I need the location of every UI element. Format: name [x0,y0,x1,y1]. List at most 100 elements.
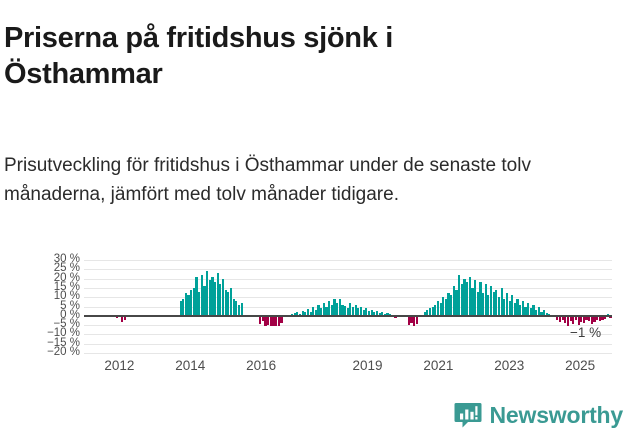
bar [452,286,455,316]
bar [338,299,341,316]
bar [500,287,503,316]
bar [211,276,214,316]
bar [484,284,487,316]
bar [455,289,458,316]
bar [540,312,543,316]
bar [556,315,559,320]
zero-line [84,314,612,317]
bar [317,304,320,316]
bar [529,308,532,316]
bar [601,315,604,320]
bar [588,315,591,322]
page-title: Priserna på fritidshus sjönk i Östhammar [4,22,394,90]
bar [304,312,307,316]
bar [224,289,227,316]
bar [497,297,501,316]
bar [415,315,418,325]
bar [535,310,538,316]
bar [123,315,126,321]
gridline [84,306,612,308]
x-axis-tick-label: 2025 [565,358,596,373]
y-axis-tick-label: −10 % [47,327,80,340]
bar [564,315,567,324]
gridline [84,269,612,271]
bar [320,308,323,316]
bar [596,315,599,321]
bar [206,271,209,316]
bar [351,306,355,316]
bar [511,295,514,316]
bar [574,315,578,321]
bar [580,315,583,323]
bar [439,302,442,316]
bar [381,312,384,316]
bar [219,284,222,316]
bar [503,299,506,316]
y-axis-tick-label: 5 % [60,299,80,312]
bar [492,291,495,316]
x-axis-tick-label: 2016 [246,358,277,373]
bar [460,284,463,316]
bar [426,310,429,316]
bar [375,311,379,316]
bar [585,315,588,320]
bar [235,300,238,316]
gridline [84,325,612,327]
bar [569,315,572,322]
bar [198,291,201,316]
bar [298,313,302,316]
bar [524,306,527,316]
bar [354,304,357,316]
page-subtitle: Prisutveckling för fritidshus i Östhamma… [4,155,531,205]
bar [527,302,530,316]
y-axis-tick-label: 20 % [53,271,80,284]
gridline [84,287,612,289]
bar [407,315,410,326]
y-axis-tick-label: 30 % [53,253,80,265]
gridline [84,343,612,345]
bar [357,308,360,316]
bar [378,313,381,316]
bar [495,289,498,316]
bar [184,293,187,316]
bar [325,306,328,316]
bar [447,293,450,316]
bar [280,315,283,324]
gridline [84,297,612,299]
bar [604,315,607,319]
bar [468,276,471,316]
bar [275,315,278,327]
bar [508,300,511,316]
bar [182,299,185,316]
bar [200,274,203,316]
bar [208,280,211,316]
bar [434,304,437,316]
bar [272,315,275,327]
bar [370,310,373,316]
bar [487,295,490,316]
bar [346,308,349,316]
y-axis-tick-label: 15 % [53,280,80,293]
bar [240,302,243,316]
bar [121,315,124,322]
bar [423,312,426,316]
bar [593,315,596,323]
y-axis: 30 % 25 % 20 % 15 % 10 % 5 % 0 % −5 % −10 % −15 %… [14,248,84,365]
newsworthy-logo: Newsworthy [454,401,623,429]
logo-wordmark: Newsworthy [489,401,624,428]
bar [349,302,352,316]
bar [214,282,217,316]
bar [476,291,479,316]
bar [259,315,262,325]
gridline [84,334,612,336]
bar [545,313,548,316]
y-axis-tick-label: −20 % [47,346,80,358]
x-axis-tick-label: 2012 [104,358,135,373]
plot-area [84,260,612,354]
x-axis-tick-label: 2019 [352,358,383,373]
bar [537,306,540,316]
bar [463,278,466,316]
bar [431,306,434,316]
bar [577,315,580,326]
